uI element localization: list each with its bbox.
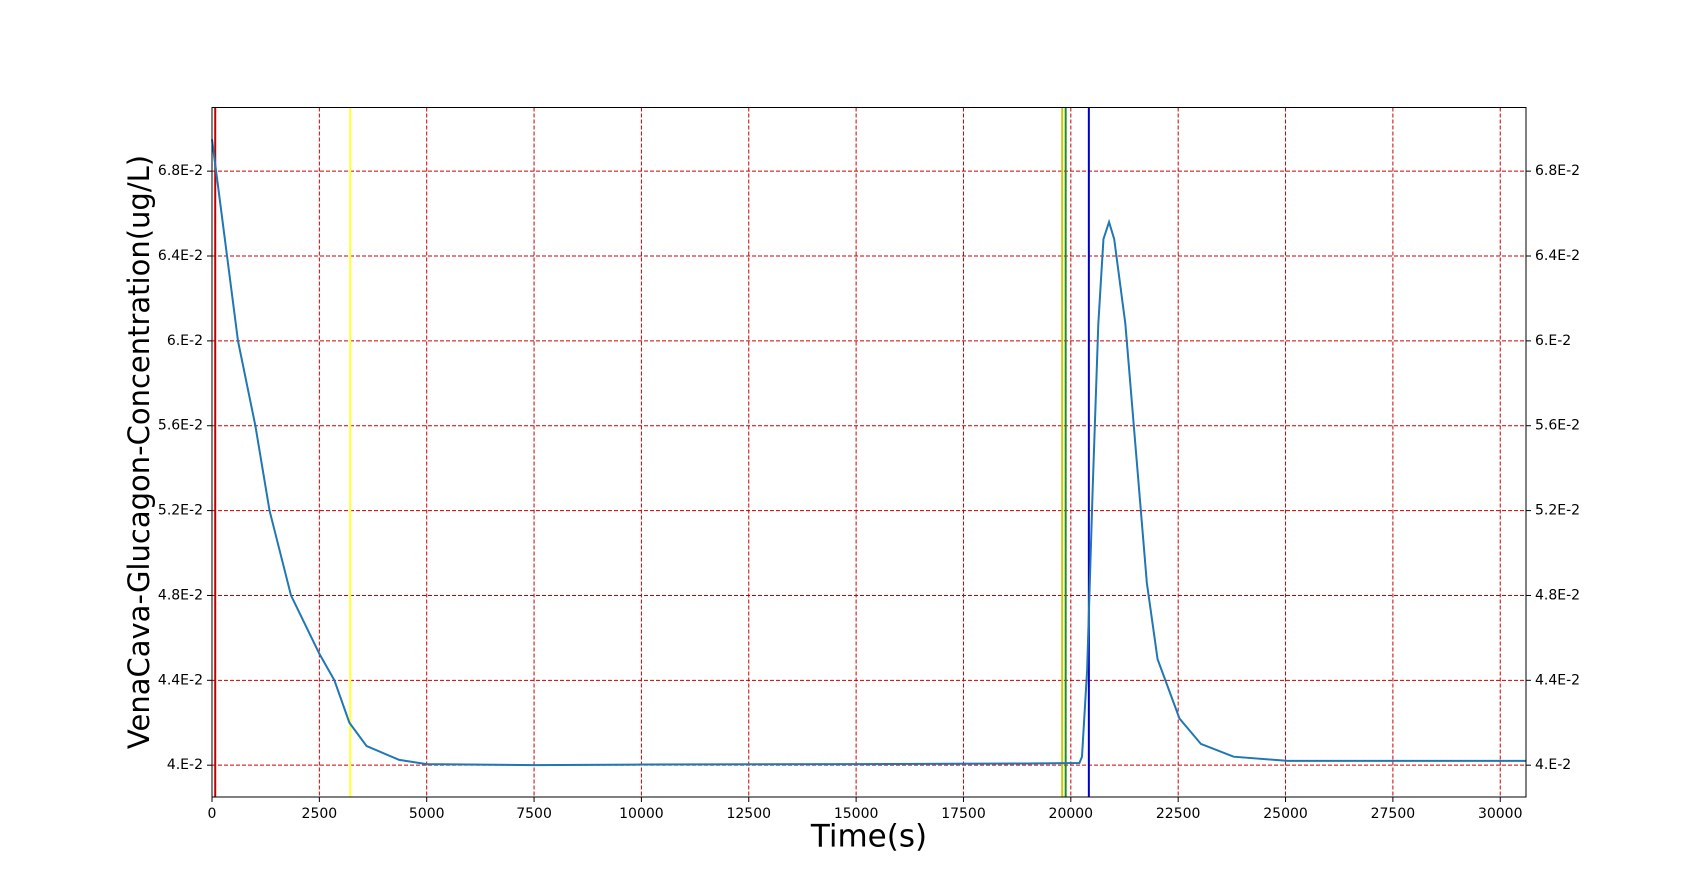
- y-tick-label: 6.8E-2: [158, 163, 203, 179]
- x-tick-label: 27500: [1371, 806, 1416, 822]
- y-axis-label: VenaCava-Glucagon-Concentration(ug/L): [122, 155, 156, 749]
- data-line: [211, 139, 1526, 767]
- y-tick-label: 4.4E-2: [158, 672, 203, 688]
- y-tick-label-right: 5.6E-2: [1535, 418, 1580, 434]
- plot-frame: [211, 107, 1527, 798]
- x-tick-label: 17500: [941, 806, 986, 822]
- y-tick-label-right: 5.2E-2: [1535, 503, 1580, 519]
- x-tick-label: 30000: [1478, 806, 1523, 822]
- x-tick-label: 15000: [834, 806, 879, 822]
- y-tick-label-right: 4.4E-2: [1535, 672, 1580, 688]
- x-tick-label: 7500: [516, 806, 552, 822]
- x-axis-label: Time(s): [810, 819, 927, 855]
- x-tick-label: 5000: [409, 806, 445, 822]
- y-tick-label: 5.2E-2: [158, 503, 203, 519]
- y-tick-label: 4.8E-2: [158, 587, 203, 603]
- y-tick-label: 4.E-2: [167, 757, 203, 773]
- y-tick-label: 5.6E-2: [158, 418, 203, 434]
- x-tick-label: 20000: [1049, 806, 1094, 822]
- x-tick-label: 22500: [1156, 806, 1201, 822]
- x-tick-label: 25000: [1263, 806, 1308, 822]
- x-tick-label: 10000: [619, 806, 664, 822]
- x-tick-label: 0: [208, 806, 217, 822]
- x-tick-label: 2500: [302, 806, 338, 822]
- y-tick-label-right: 6.4E-2: [1535, 248, 1580, 264]
- y-tick-label: 6.4E-2: [158, 248, 203, 264]
- y-tick-label-right: 6.8E-2: [1535, 163, 1580, 179]
- y-tick-label-right: 4.8E-2: [1535, 587, 1580, 603]
- x-tick-label: 12500: [726, 806, 771, 822]
- y-tick-label-right: 6.E-2: [1535, 333, 1571, 349]
- y-tick-label-right: 4.E-2: [1535, 757, 1571, 773]
- y-tick-label: 6.E-2: [167, 333, 203, 349]
